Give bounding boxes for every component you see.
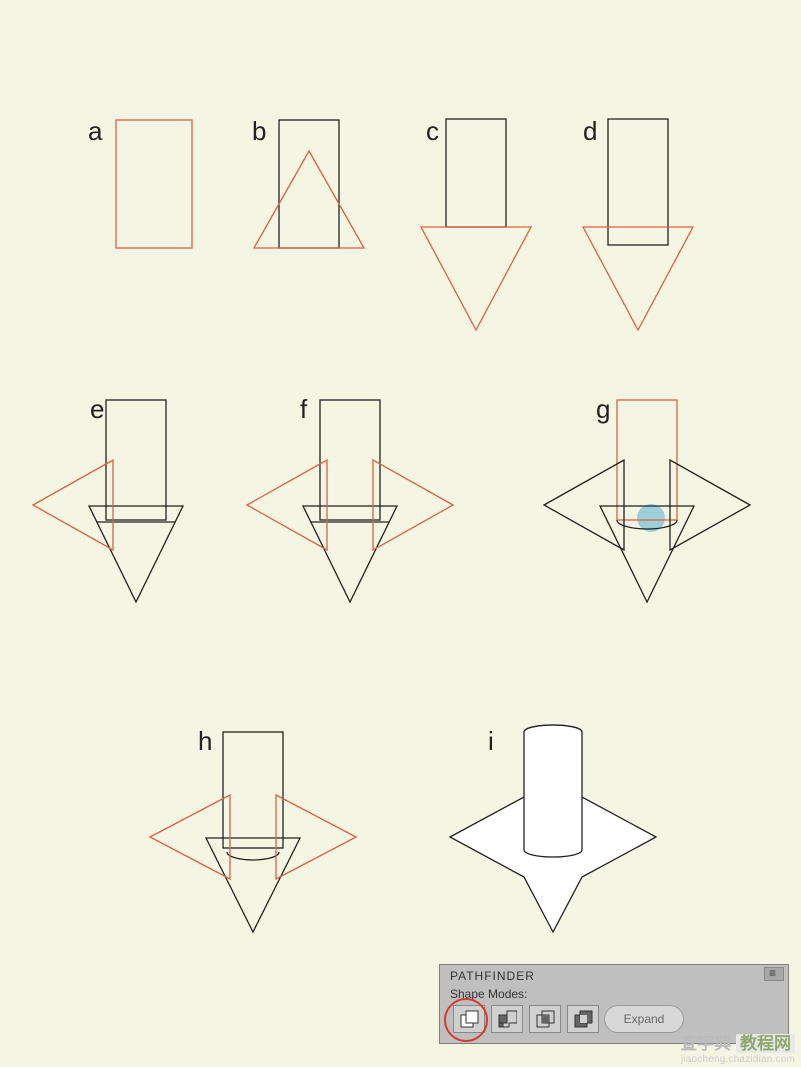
exclude-icon [573,1009,593,1029]
svg-text:c: c [426,116,439,146]
watermark: 查字典 教程网 jiaocheng.chazidian.com [680,1029,795,1065]
intersect-icon [535,1009,555,1029]
unite-button[interactable] [453,1005,485,1033]
svg-text:f: f [300,394,308,424]
svg-text:g: g [596,394,610,424]
unite-icon [459,1009,479,1029]
svg-text:a: a [88,116,103,146]
exclude-button[interactable] [567,1005,599,1033]
minus-front-button[interactable] [491,1005,523,1033]
pathfinder-title: PATHFINDER [450,969,535,983]
watermark-line1: 查字典 教程网 [680,1029,795,1054]
diagram-canvas: a b c d e f g h i [0,0,801,1067]
minus-front-icon [497,1009,517,1029]
intersect-button[interactable] [529,1005,561,1033]
shape-modes-label: Shape Modes: [450,987,527,1001]
svg-text:h: h [198,726,212,756]
svg-text:b: b [252,116,266,146]
expand-button[interactable]: Expand [604,1005,684,1033]
svg-text:d: d [583,116,597,146]
watermark-line2: jiaocheng.chazidian.com [680,1054,795,1065]
panel-menu-icon[interactable] [764,967,784,981]
svg-text:i: i [488,726,494,756]
svg-text:e: e [90,394,104,424]
